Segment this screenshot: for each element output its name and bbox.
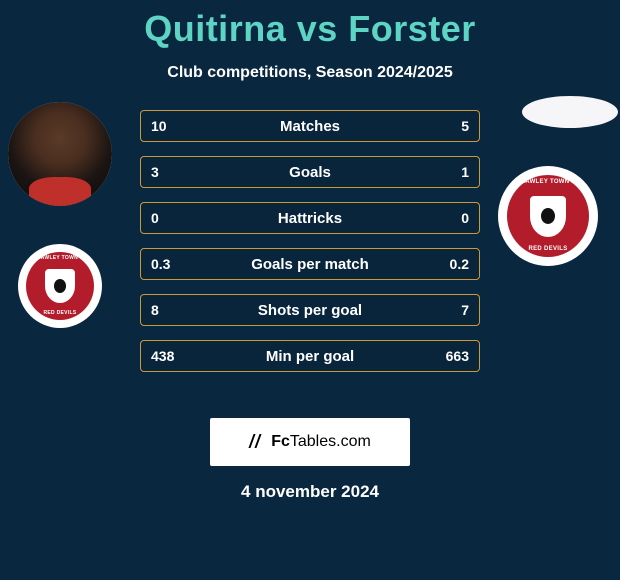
- brand-suffix: Tables.com: [290, 433, 371, 450]
- brand-prefix: Fc: [271, 433, 290, 450]
- badge-top-text: CRAWLEY TOWN FC: [33, 255, 87, 261]
- stat-row: 3 Goals 1: [140, 156, 480, 188]
- shield-icon: [530, 196, 566, 237]
- page-title: Quitirna vs Forster: [0, 0, 620, 50]
- badge-top-text: CRAWLEY TOWN FC: [516, 179, 580, 185]
- stat-row: 8 Shots per goal 7: [140, 294, 480, 326]
- club-badge-inner: CRAWLEY TOWN FC RED DEVILS: [507, 175, 589, 257]
- stat-right-value: 0.2: [450, 256, 469, 272]
- player2-avatar: [522, 96, 618, 128]
- stat-label: Min per goal: [141, 348, 479, 365]
- stat-right-value: 663: [446, 348, 469, 364]
- page-subtitle: Club competitions, Season 2024/2025: [0, 64, 620, 82]
- stat-label: Matches: [141, 118, 479, 135]
- stat-right-value: 0: [461, 210, 469, 226]
- player1-avatar: [8, 102, 112, 206]
- stat-right-value: 7: [461, 302, 469, 318]
- stat-label: Goals: [141, 164, 479, 181]
- player1-face-placeholder: [8, 102, 112, 206]
- infographic-date: 4 november 2024: [0, 482, 620, 502]
- stat-left-value: 3: [151, 164, 159, 180]
- stat-row: 438 Min per goal 663: [140, 340, 480, 372]
- stat-rows: 10 Matches 5 3 Goals 1 0 Hattricks 0 0.3…: [140, 110, 480, 386]
- stat-right-value: 1: [461, 164, 469, 180]
- stat-row: 10 Matches 5: [140, 110, 480, 142]
- stat-label: Goals per match: [141, 256, 479, 273]
- comparison-content: CRAWLEY TOWN FC RED DEVILS CRAWLEY TOWN …: [0, 110, 620, 410]
- player1-club-badge: CRAWLEY TOWN FC RED DEVILS: [18, 244, 102, 328]
- player2-club-badge: CRAWLEY TOWN FC RED DEVILS: [498, 166, 598, 266]
- stat-label: Shots per goal: [141, 302, 479, 319]
- stat-left-value: 10: [151, 118, 167, 134]
- stat-left-value: 8: [151, 302, 159, 318]
- shield-icon: [45, 269, 75, 303]
- stat-left-value: 438: [151, 348, 174, 364]
- club-badge-inner: CRAWLEY TOWN FC RED DEVILS: [26, 252, 95, 321]
- badge-bottom-text: RED DEVILS: [528, 246, 567, 252]
- fctables-text: FcTables.com: [271, 433, 371, 451]
- stat-left-value: 0.3: [151, 256, 170, 272]
- fctables-brand[interactable]: FcTables.com: [210, 418, 410, 466]
- stat-label: Hattricks: [141, 210, 479, 227]
- stat-row: 0.3 Goals per match 0.2: [140, 248, 480, 280]
- stat-row: 0 Hattricks 0: [140, 202, 480, 234]
- stat-right-value: 5: [461, 118, 469, 134]
- stat-left-value: 0: [151, 210, 159, 226]
- badge-bottom-text: RED DEVILS: [43, 310, 76, 316]
- fctables-logo-icon: [249, 434, 265, 450]
